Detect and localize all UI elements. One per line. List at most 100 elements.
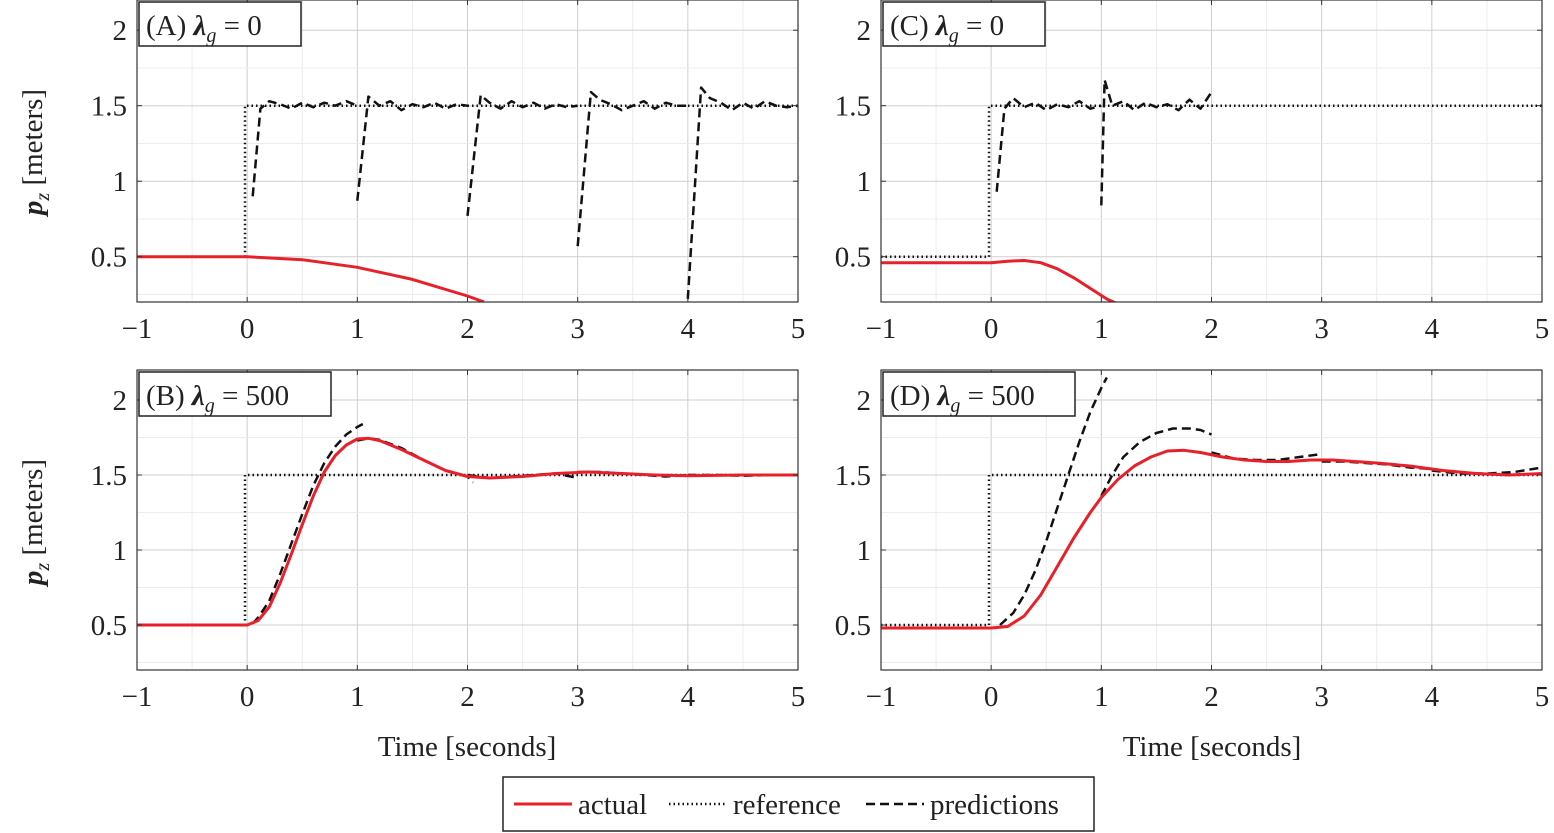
y-axis-label-symbol: p: [17, 571, 49, 589]
x-tick-label: 4: [1425, 681, 1440, 713]
y-tick-label: 0.5: [835, 242, 871, 274]
panel-title-box: [882, 371, 1076, 417]
y-tick-label: 1: [857, 166, 872, 198]
svg-text:pz [meters]: pz [meters]: [17, 89, 54, 218]
ticks: −1 0 1 2 3 4 5 0.5 1 1.5 2: [91, 0, 806, 345]
y-tick-label: 1.5: [835, 460, 871, 492]
legend-label-predictions: predictions: [930, 789, 1059, 821]
y-axis-label-symbol: p: [17, 201, 49, 219]
panel-title-lambda: λ: [937, 380, 951, 412]
y-tick-label: 0.5: [91, 610, 127, 642]
x-tick-label: 2: [460, 313, 475, 345]
x-tick-label: −1: [122, 681, 153, 713]
panel-title-lambda: λ: [193, 10, 207, 42]
x-tick-label: 1: [350, 313, 365, 345]
y-axis-label-subscript: z: [32, 193, 54, 202]
svg-text:(B) λg = 500: (B) λg = 500: [146, 380, 289, 417]
x-tick-label: 1: [1094, 681, 1109, 713]
x-tick-label: 1: [1094, 313, 1109, 345]
x-tick-label: 1: [350, 681, 365, 713]
panel-a: −1 0 1 2 3 4 5 0.5 1 1.5 2 (A) λg = 0: [91, 0, 806, 345]
panel-title-lambda-subscript: g: [950, 395, 960, 417]
x-tick-label: 0: [984, 681, 999, 713]
series-predictions-line-0: [995, 96, 1102, 192]
series-group: [137, 422, 798, 627]
series-group: [881, 78, 1542, 302]
panel-title-lambda: λ: [191, 380, 205, 412]
x-axis-label-right: Time [seconds]: [1123, 731, 1302, 763]
series-predictions-line-0: [999, 376, 1108, 626]
svg-text:(C) λg = 0: (C) λg = 0: [890, 10, 1004, 47]
panel-title: (C) λg = 0: [882, 1, 1046, 47]
panel-title-lambda: λ: [935, 10, 949, 42]
y-tick-label: 1: [113, 535, 128, 567]
x-tick-label: −1: [866, 313, 897, 345]
panel-title: (A) λg = 0: [138, 1, 302, 47]
x-tick-label: −1: [866, 681, 897, 713]
panel-title-lambda-subscript: g: [205, 395, 215, 417]
panel-c: −1 0 1 2 3 4 5 0.5 1 1.5 2 (C) λg = 0: [835, 0, 1550, 345]
y-tick-label: 1.5: [91, 460, 127, 492]
x-tick-label: 4: [1425, 313, 1440, 345]
svg-text:pz [meters]: pz [meters]: [17, 459, 54, 588]
panel-title-value: = 500: [960, 380, 1034, 412]
series-actual-line: [881, 448, 1542, 630]
ticks: −1 0 1 2 3 4 5 0.5 1 1.5 2: [835, 370, 1550, 713]
panels-group: −1 0 1 2 3 4 50.511.52 (A) λg = 0−1 0 1 2 3 4 50.511.…: [91, 0, 1550, 713]
y-tick-label: 2: [113, 385, 128, 417]
series-actual-line: [881, 259, 1118, 302]
panel-title-lambda-subscript: g: [949, 25, 959, 47]
x-tick-label: 3: [570, 681, 585, 713]
panel-title: (D) λg = 500: [882, 371, 1076, 417]
y-tick-label: 0.5: [835, 610, 871, 642]
y-axis-label-unit: [meters]: [17, 459, 49, 556]
x-tick-label: 2: [460, 681, 475, 713]
legend-label-reference: reference: [733, 789, 841, 821]
series-predictions-line-1: [1100, 427, 1212, 497]
series-actual-line: [137, 436, 798, 627]
panel-title-prefix: (A): [146, 10, 194, 42]
x-tick-label: 5: [1535, 313, 1550, 345]
series-reference-line: [881, 473, 1542, 627]
panel-title-prefix: (B): [146, 380, 192, 412]
legend-frame: [502, 776, 1095, 832]
x-tick-label: 5: [791, 313, 806, 345]
y-axis-label-subscript: z: [32, 563, 54, 572]
panel-title-value: = 500: [215, 380, 289, 412]
panel-title-lambda-subscript: g: [206, 25, 216, 47]
series-reference-line: [881, 104, 1542, 258]
x-tick-label: 0: [240, 681, 255, 713]
ticks: −1 0 1 2 3 4 5 0.5 1 1.5 2: [91, 370, 806, 713]
series-group: [137, 86, 798, 302]
svg-text:(D) λg = 500: (D) λg = 500: [890, 380, 1035, 417]
legend: actual reference predictions: [502, 776, 1095, 832]
panel-b: −1 0 1 2 3 4 5 0.5 1 1.5 2 (B) λg = 500: [91, 369, 806, 713]
y-tick-label: 2: [857, 385, 872, 417]
series-actual-line: [137, 255, 485, 302]
x-tick-label: 2: [1204, 313, 1219, 345]
grid: [880, 0, 1543, 302]
y-tick-label: 1.5: [835, 91, 871, 123]
series-predictions-line-1: [1100, 78, 1213, 206]
panel-title-value: = 0: [216, 10, 261, 42]
y-tick-label: 2: [113, 15, 128, 47]
y-tick-label: 1: [857, 535, 872, 567]
series-predictions-line-0: [251, 99, 358, 197]
x-tick-label: 4: [681, 681, 696, 713]
x-tick-label: 5: [791, 681, 806, 713]
x-tick-label: 0: [240, 313, 255, 345]
x-tick-label: 2: [1204, 681, 1219, 713]
x-tick-label: 4: [681, 313, 696, 345]
x-tick-label: 3: [1314, 681, 1329, 713]
series-predictions-line-3: [576, 90, 688, 247]
panel-title-box: [882, 1, 1046, 47]
x-tick-label: 5: [1535, 681, 1550, 713]
panel-title-value: = 0: [959, 10, 1004, 42]
y-tick-label: 0.5: [91, 242, 127, 274]
x-tick-label: 3: [570, 313, 585, 345]
series-group: [881, 376, 1542, 630]
panel-title-prefix: (D): [890, 380, 938, 412]
series-predictions-line-1: [356, 95, 468, 201]
y-tick-label: 1.5: [91, 91, 127, 123]
